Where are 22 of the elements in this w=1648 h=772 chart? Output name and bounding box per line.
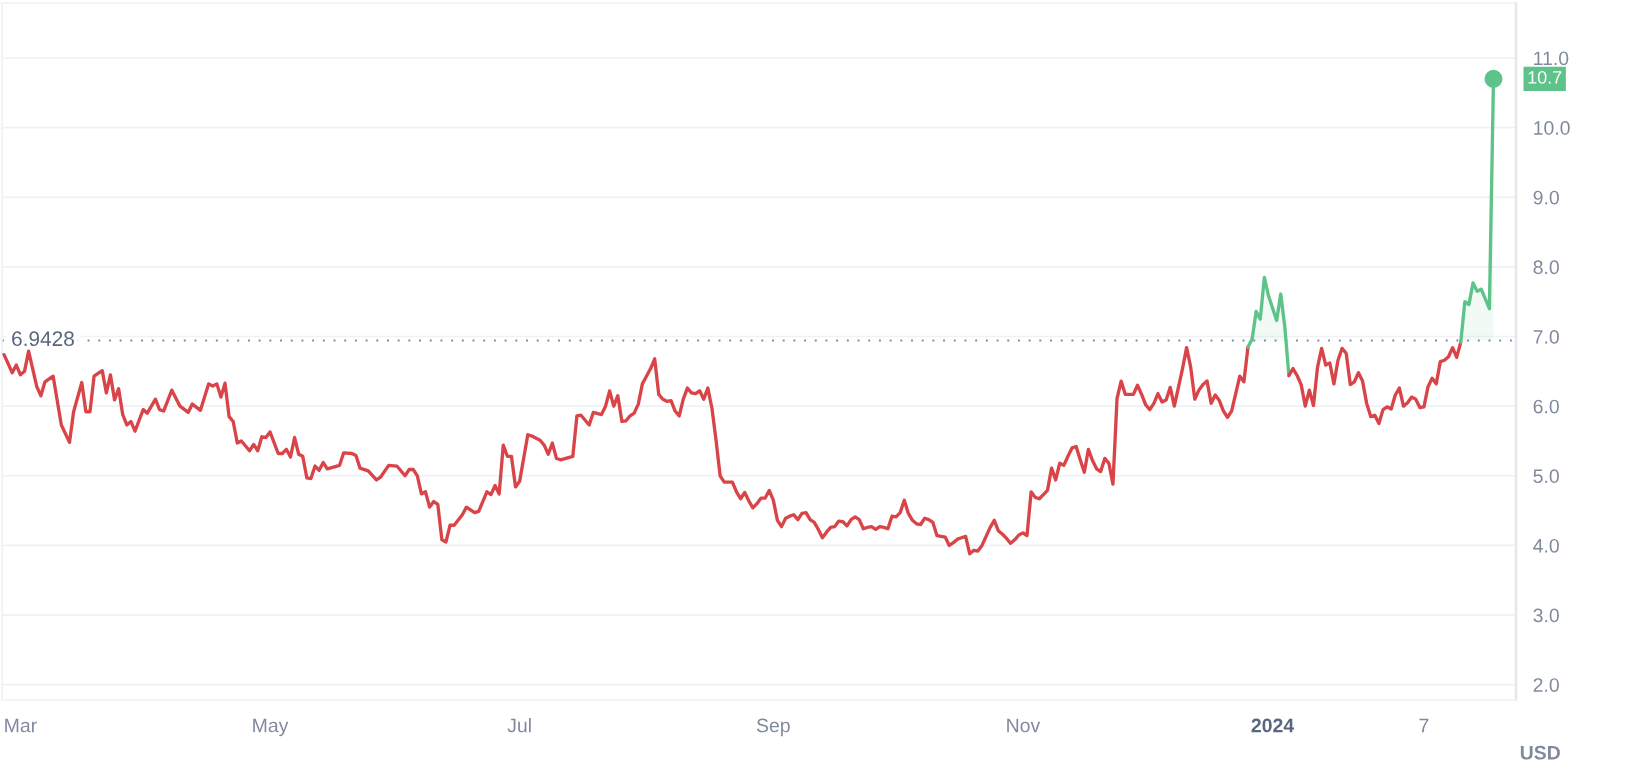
y-tick-label: 11.0	[1534, 51, 1569, 66]
y-axis-title: USD	[1520, 745, 1560, 760]
x-tick-label: Sep	[756, 718, 790, 737]
x-tick-label: Mar	[5, 718, 37, 733]
line-series	[2, 345, 1250, 556]
x-tick-label: 2024	[1251, 718, 1295, 733]
y-tick-label: 4.0	[1533, 538, 1559, 553]
y-tick-label: 3.0	[1533, 608, 1559, 623]
ref-line-label: 6.9428	[12, 331, 74, 347]
y-tick-label: 5.0	[1533, 469, 1559, 484]
y-tick-label: 6.0	[1533, 399, 1559, 414]
y-tick-label: 8.0	[1533, 260, 1559, 275]
x-tick-label: 7	[1419, 718, 1429, 733]
y-tick-label: 2.0	[1533, 678, 1559, 692]
x-tick-label: Nov	[1007, 718, 1041, 733]
line-series	[1287, 340, 1463, 426]
data-label: 10.7	[1528, 70, 1562, 84]
x-tick-label: May	[253, 718, 289, 737]
x-tick-label: Jul	[507, 718, 531, 733]
y-tick-label: 10.0	[1534, 121, 1570, 135]
y-tick-label: 7.0	[1533, 330, 1559, 344]
y-tick-label: 9.0	[1533, 190, 1559, 205]
